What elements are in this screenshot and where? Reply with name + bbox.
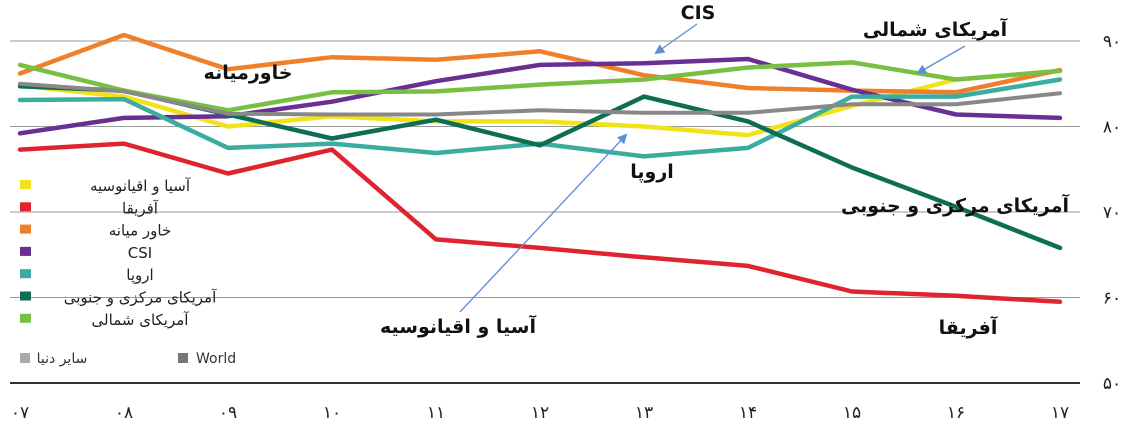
series-line-7 [18,81,1062,117]
legend-label: سایر دنیا [37,351,88,367]
x-tick-label: ۱۳ [635,403,653,423]
legend-label: CSI [128,244,152,262]
series-line-6 [17,60,1063,113]
x-tick-label: ۱۴ [739,403,757,423]
y-axis-ticks: ۹۰ ۸۰ ۷۰ ۶۰ ۵۰ [1103,32,1121,394]
y-tick-label: ۶۰ [1103,289,1121,309]
series-line-2 [17,32,1063,95]
y-tick-label: ۵۰ [1103,374,1121,394]
legend-label: خاور میانه [109,222,171,240]
legend-swatch [20,202,31,212]
legend-swatch [20,224,31,234]
x-tick-label: ۰۷ [11,403,29,423]
x-tick-label: ۱۷ [1051,403,1069,423]
annotation-arrow [654,23,698,55]
x-axis-ticks: ۰۷ ۰۸ ۰۹ ۱۰ ۱۱ ۱۲ ۱۳ ۱۴ ۱۵ ۱۶ ۱۷ [11,403,1069,423]
annotation-arrow [459,133,628,313]
y-tick-label: ۹۰ [1103,32,1121,52]
y-tick-label: ۷۰ [1103,203,1121,223]
gridlines [10,40,1080,384]
annotation-label: CIS [681,2,716,24]
x-tick-label: ۱۱ [427,403,445,423]
annotation-label: آمریکای مرکزی و جنوبی [841,193,1070,217]
annotations: CIS آمریکای شمالی خاورمیانه اروپا آمریکای مر… [204,2,1070,339]
legend-swatch [20,291,31,301]
x-tick-label: ۱۰ [323,403,341,423]
x-tick-label: ۱۲ [531,403,549,423]
legend-label: آمریکای مرکزی و جنوبی [64,289,217,307]
annotation-label: آفریقا [939,315,998,339]
legend-label: World [196,351,236,367]
legend-swatch [178,353,188,363]
legend-swatch [20,180,31,189]
legend-swatch [20,246,31,256]
annotation-label: خاورمیانه [204,62,293,84]
x-tick-label: ۰۹ [219,403,237,423]
legend-label: آمریکای شمالی [92,311,190,329]
x-tick-label: ۱۵ [843,403,861,423]
y-tick-label: ۸۰ [1103,118,1121,138]
legend-label: آفریقا [122,199,159,217]
legend-label: اروپا [126,266,153,285]
annotation-label: آمریکای شمالی [863,17,1008,41]
legend-label: آسیا و اقیانوسیه [90,177,191,195]
series-line-1 [17,141,1063,305]
legend-swatch [20,353,30,363]
legend: آسیا و اقیانوسیه آفریقا خاور میانه CSI اروپا… [20,177,236,367]
series-lines [17,32,1063,305]
x-tick-label: ۱۶ [947,403,965,423]
annotation-arrow [916,45,966,74]
annotation-label: اروپا [630,161,674,183]
legend-swatch [20,313,31,323]
x-tick-label: ۰۸ [115,403,133,423]
annotation-label: آسیا و اقیانوسیه [380,314,536,338]
legend-swatch [20,269,31,279]
